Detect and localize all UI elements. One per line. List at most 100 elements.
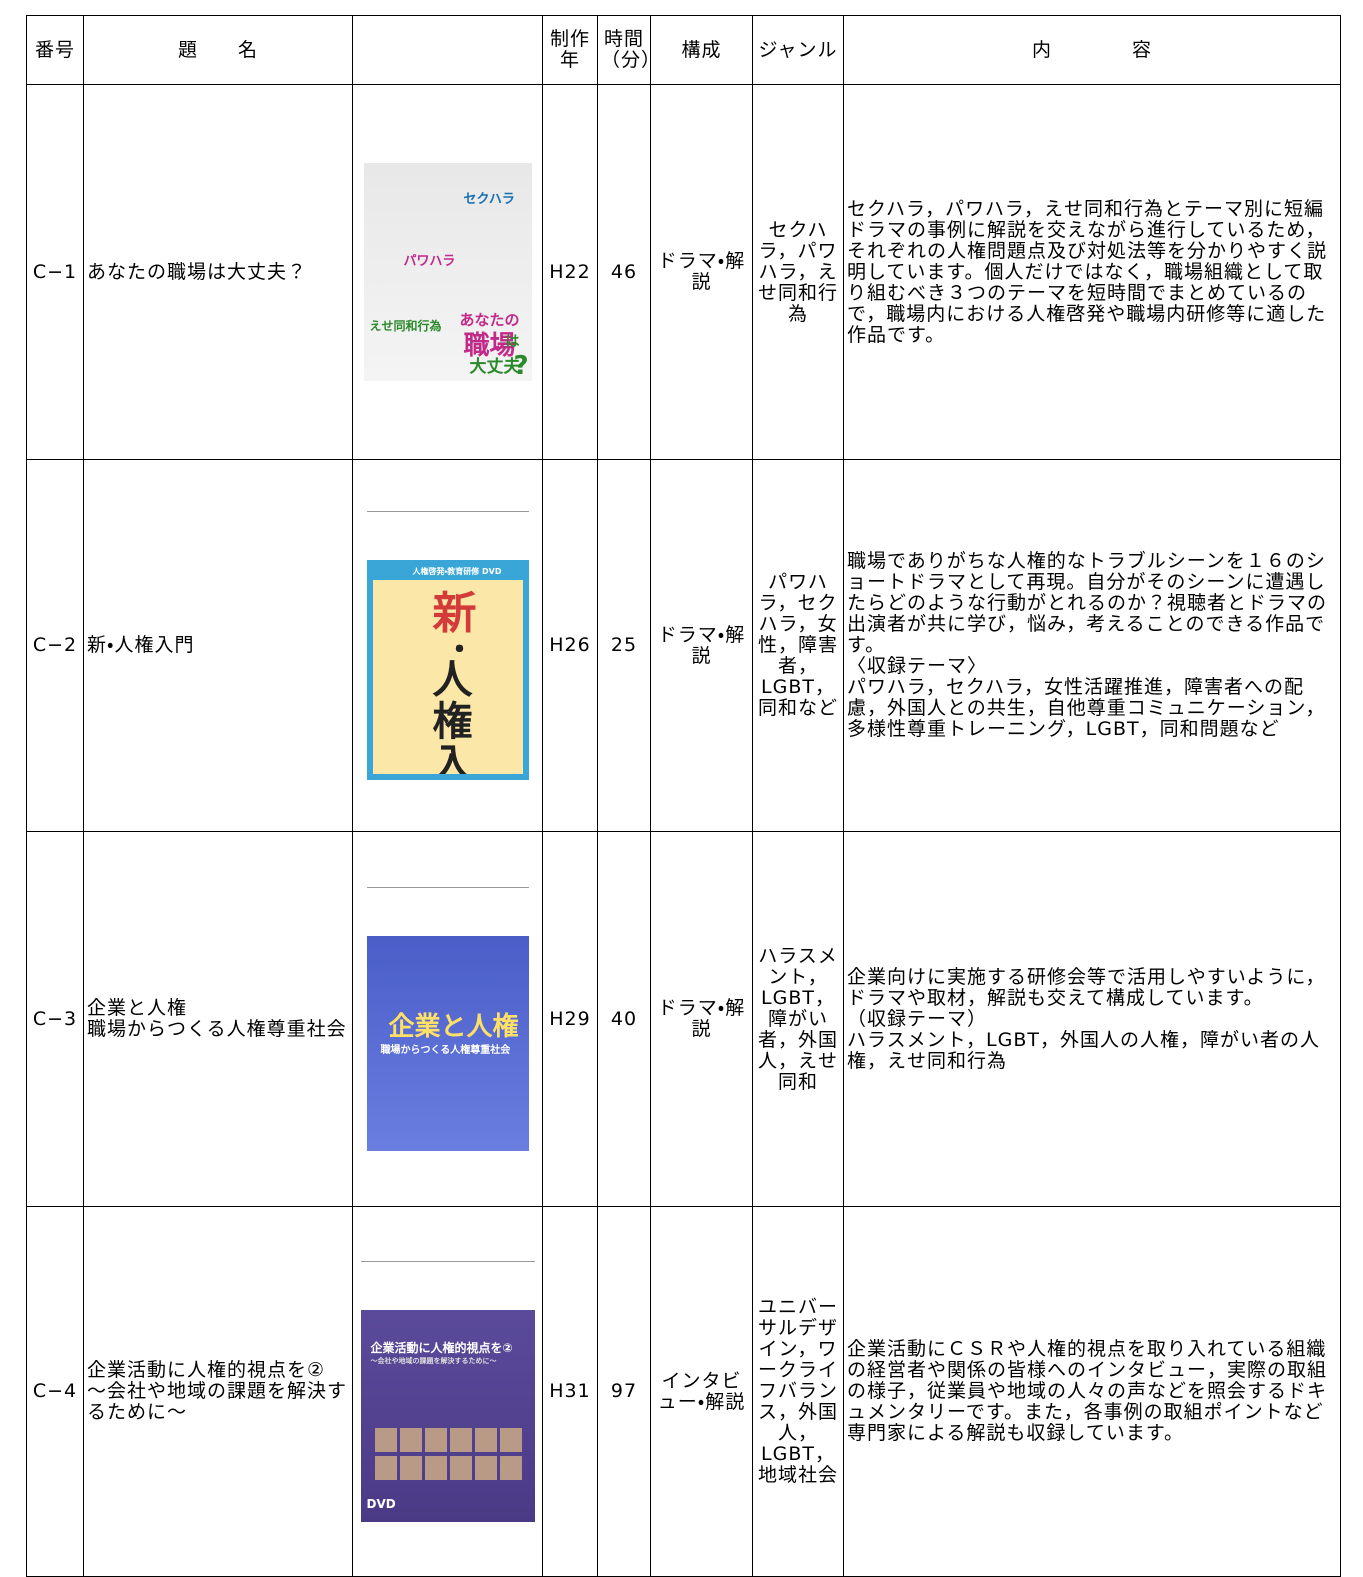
content-paragraph: パワハラ，セクハラ，女性活躍推進，障害者への配慮，外国人との共生，自他尊重コミュ… xyxy=(847,676,1326,740)
header-cell: 制作年 xyxy=(542,15,598,85)
genre-cell: セクハラ，パワハラ，えせ同和行為 xyxy=(752,84,844,460)
cover-text: 職場からつくる人権尊重社会 xyxy=(380,1045,511,1056)
cover-photo xyxy=(474,1456,497,1480)
cover-text: 権 xyxy=(432,699,473,745)
cover-photo xyxy=(424,1456,447,1480)
header-cell: 番号 xyxy=(26,15,84,85)
number-cell: C−1 xyxy=(26,84,84,460)
cover-cell: 企業活動に人権的視点を② ～会社や地域の課題を解決するために～ DVD xyxy=(352,1206,543,1577)
format-cell: インタビュー・解説 xyxy=(650,1206,753,1577)
content-paragraph: 企業向けに実施する研修会等で活用しやすいように，ドラマや取材，解説も交えて構成し… xyxy=(847,965,1326,1009)
title-line: 企業と人権 xyxy=(87,997,188,1019)
genre-cell: ユニバーサルデザイン，ワークライフバランス，外国人，LGBT，地域社会 xyxy=(752,1206,844,1577)
cover-photo xyxy=(449,1456,472,1480)
cover-text: ・ xyxy=(444,633,475,668)
header-cell: 題 名 xyxy=(83,15,353,85)
cover-text: 入 xyxy=(432,741,473,780)
cover-photo xyxy=(374,1428,397,1452)
cover-cell: セクハラパワハラえせ同和行為 あなたの職場は大丈夫? xyxy=(352,84,543,460)
genre-cell: ハラスメント，LGBT，障がい者，外国人，えせ同和 xyxy=(752,831,844,1207)
minutes-cell: 25 xyxy=(597,459,651,832)
row: C−1 あなたの職場は大丈夫？ セクハラパワハラえせ同和行為 あなたの職場は大丈夫? H… xyxy=(26,84,1341,460)
cover-text: ～会社や地域の課題を解決するために～ xyxy=(370,1357,497,1365)
format-cell: ドラマ・解説 xyxy=(650,831,753,1207)
content-cell: 企業向けに実施する研修会等で活用しやすいように，ドラマや取材，解説も交えて構成し… xyxy=(843,831,1341,1207)
title-cell: 新・人権入門 xyxy=(83,459,353,832)
year-cell: H29 xyxy=(542,831,598,1207)
number-cell: C−2 xyxy=(26,459,84,832)
cover-text: えせ同和行為 xyxy=(369,319,442,333)
table-body: C−1 あなたの職場は大丈夫？ セクハラパワハラえせ同和行為 あなたの職場は大丈夫? H… xyxy=(26,84,1341,1577)
content-paragraph: 職場でありがちな人権的なトラブルシーンを１６のショートドラマとして再現。自分がそ… xyxy=(847,550,1328,656)
cover-text: あなたの xyxy=(459,311,520,329)
cover-photo xyxy=(499,1428,522,1452)
genre-cell: パワハラ，セクハラ，女性，障害者，LGBT，同和など xyxy=(752,459,844,832)
format-cell: ドラマ・解説 xyxy=(650,459,753,832)
content-paragraph: 〈収録テーマ〉 xyxy=(847,655,988,677)
title-line: 新・人権入門 xyxy=(87,634,195,656)
content-cell: 職場でありがちな人権的なトラブルシーンを１６のショートドラマとして再現。自分がそ… xyxy=(843,459,1341,832)
content-paragraph: セクハラ，パワハラ，えせ同和行為とテーマ別に短編ドラマの事例に解説を交えながら進… xyxy=(847,197,1328,346)
content-cell: 企業活動にＣＳＲや人権的視点を取り入れている組織の経営者や関係の皆様へのインタビ… xyxy=(843,1206,1341,1577)
row: C−4 企業活動に人権的視点を② ～会社や地域の課題を解決するために～ 企業活動に人権… xyxy=(26,1206,1341,1577)
minutes-cell: 97 xyxy=(597,1206,651,1577)
header-cell: 内 容 xyxy=(843,15,1341,85)
cover-text: 職場 xyxy=(463,331,516,361)
title-line: 職場からつくる人権尊重社会 xyxy=(87,1018,347,1040)
cover-photo xyxy=(449,1428,472,1452)
number-cell: C−3 xyxy=(26,831,84,1207)
cover-text: は xyxy=(505,334,520,350)
cover-panel xyxy=(372,566,523,580)
title-line: ～会社や地域の課題を解決するために～ xyxy=(87,1380,348,1423)
header-row: 番号題 名 制作年 時間（分） 構成 ジャンル内 容 xyxy=(26,15,1341,85)
number-cell: C−4 xyxy=(26,1206,84,1577)
title-cell: あなたの職場は大丈夫？ xyxy=(83,84,353,460)
cover-text: 企業活動に人権的視点を② xyxy=(370,1341,513,1355)
cover-text: ? xyxy=(513,351,529,381)
format-cell: ドラマ・解説 xyxy=(650,84,753,460)
dvd-cover: 企業と人権職場からつくる人権尊重社会 xyxy=(366,936,529,1151)
cover-photo xyxy=(424,1428,447,1452)
dvd-table: 番号題 名 制作年 時間（分） 構成 ジャンル内 容 C−1 あなたの職場は大丈夫？ セクハ… xyxy=(26,15,1341,1577)
content-paragraph: （収録テーマ） xyxy=(847,1007,988,1030)
cover-text: 新 xyxy=(432,588,477,639)
dvd-cover: セクハラパワハラえせ同和行為 あなたの職場は大丈夫? xyxy=(363,163,532,381)
title-cell: 企業活動に人権的視点を② ～会社や地域の課題を解決するために～ xyxy=(83,1206,353,1577)
minutes-cell: 40 xyxy=(597,831,651,1207)
header-cell: 時間（分） xyxy=(597,15,660,85)
header-cell-blank xyxy=(352,15,543,85)
cover-text: セクハラ xyxy=(463,192,515,207)
cover-text: パワハラ xyxy=(403,254,456,269)
cover-photo xyxy=(374,1456,397,1480)
cover-photo xyxy=(399,1456,422,1480)
cover-rule xyxy=(366,887,529,888)
cover-text: 人権啓発・教育研修 DVD xyxy=(412,567,502,576)
cover-text: 大丈夫 xyxy=(469,357,521,377)
year-cell: H31 xyxy=(542,1206,598,1577)
cover-rule xyxy=(366,511,529,512)
title-cell: 企業と人権 職場からつくる人権尊重社会 xyxy=(83,831,353,1207)
row: C−3 企業と人権 職場からつくる人権尊重社会 企業と人権 職場からつくる人権尊重社会 H… xyxy=(26,831,1341,1207)
content-paragraph: 企業活動にＣＳＲや人権的視点を取り入れている組織の経営者や関係の皆様へのインタビ… xyxy=(847,1338,1328,1444)
cover-photo xyxy=(399,1428,422,1452)
dvd-cover: 企業活動に人権的視点を② ～会社や地域の課題を解決するために～ DVD xyxy=(360,1310,535,1522)
title-line: あなたの職場は大丈夫？ xyxy=(87,260,308,283)
header-cell: 構成 xyxy=(650,15,753,85)
cover-text: 企業と人権 xyxy=(388,1012,519,1042)
header-cell: ジャンル xyxy=(752,15,844,85)
cover-cell: 企業と人権職場からつくる人権尊重社会 xyxy=(352,831,543,1207)
cover-text: DVD xyxy=(366,1497,396,1511)
cover-rule xyxy=(360,1261,535,1262)
cover-photo xyxy=(499,1456,522,1480)
content-cell: セクハラ，パワハラ，えせ同和行為とテーマ別に短編ドラマの事例に解説を交えながら進… xyxy=(843,84,1341,460)
title-line: 企業活動に人権的視点を② xyxy=(87,1359,326,1381)
year-cell: H26 xyxy=(542,459,598,832)
content-paragraph: ハラスメント，LGBT，外国人の人権，障がい者の人権，えせ同和行為 xyxy=(847,1028,1321,1072)
cover-photo xyxy=(474,1428,497,1452)
minutes-cell: 46 xyxy=(597,84,651,460)
year-cell: H22 xyxy=(542,84,598,460)
